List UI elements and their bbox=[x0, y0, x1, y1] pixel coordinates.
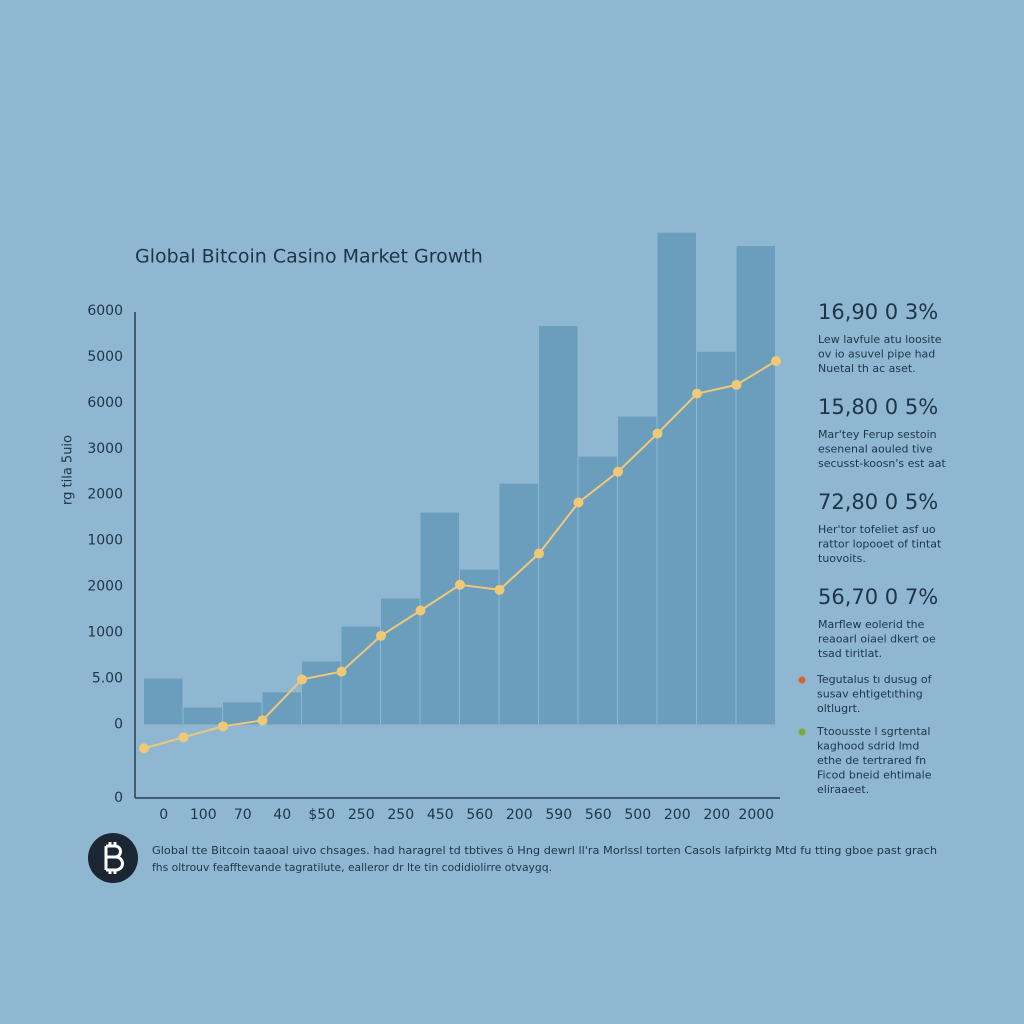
x-tick-label: 2000 bbox=[738, 807, 774, 823]
trend-point bbox=[731, 379, 742, 390]
x-tick-label: 40 bbox=[273, 807, 291, 823]
trend-point bbox=[534, 548, 544, 559]
trend-point bbox=[415, 605, 426, 616]
stat-text: Nuetal th ac aset. bbox=[818, 362, 916, 375]
trend-point bbox=[257, 715, 268, 726]
stat-value: 56,70 0 7% bbox=[818, 585, 938, 609]
stat-text: Her'tor tofeliet asf uo bbox=[818, 523, 936, 536]
note-text: Tegutalus tı dusug of bbox=[816, 673, 933, 686]
x-tick-label: $50 bbox=[308, 807, 335, 823]
trend-point bbox=[771, 355, 781, 366]
bar bbox=[499, 483, 538, 725]
bar bbox=[223, 702, 262, 725]
x-tick-label: 450 bbox=[427, 807, 454, 823]
stat-text: tsad tiritlat. bbox=[818, 647, 882, 660]
y-tick-label: 5000 bbox=[87, 349, 123, 365]
stat-text: reaoarl oiael dkert oe bbox=[818, 633, 936, 646]
y-tick-label: 1000 bbox=[87, 625, 123, 641]
trend-point bbox=[297, 674, 307, 685]
note-dot bbox=[798, 676, 806, 684]
bar bbox=[420, 512, 459, 725]
trend-point bbox=[455, 579, 465, 590]
note-text: Ficod bneid ehtimale bbox=[817, 769, 932, 782]
x-tick-label: 560 bbox=[466, 807, 493, 823]
x-tick-label: 250 bbox=[387, 807, 414, 823]
caption: Global tte Bitcoin taaoal uivo chsages. … bbox=[152, 845, 937, 857]
y-tick-label: 2000 bbox=[87, 487, 123, 503]
bar bbox=[183, 707, 222, 725]
stat-text: tuovoits. bbox=[818, 552, 866, 565]
trend-point bbox=[613, 466, 623, 477]
y-tick-label: 2000 bbox=[87, 579, 123, 595]
note-text: oltlugrt. bbox=[817, 702, 860, 715]
bar bbox=[460, 569, 499, 725]
trend-point bbox=[494, 584, 505, 595]
trend-point bbox=[218, 721, 228, 732]
trend-point bbox=[652, 428, 663, 439]
bar bbox=[144, 678, 183, 725]
x-tick-label: 560 bbox=[585, 807, 612, 823]
trend-point bbox=[139, 743, 149, 754]
trend-point bbox=[376, 630, 386, 641]
x-tick-label: 200 bbox=[703, 807, 730, 823]
note-dot bbox=[798, 728, 806, 736]
trend-point bbox=[573, 497, 584, 508]
x-tick-label: 100 bbox=[190, 807, 217, 823]
x-tick-label: 0 bbox=[159, 807, 168, 823]
bar bbox=[618, 416, 657, 725]
trend-point bbox=[178, 732, 189, 743]
trend-point bbox=[692, 388, 702, 399]
stat-text: Marflew eolerid the bbox=[818, 618, 925, 631]
y-axis-label: rg tila 5uio bbox=[61, 435, 76, 505]
bitcoin-glyph bbox=[104, 842, 124, 874]
bar bbox=[736, 246, 775, 725]
y-tick-label: 6000 bbox=[87, 303, 123, 319]
stat-text: secusst-koosn's est aat bbox=[818, 457, 946, 470]
x-tick-label: 250 bbox=[348, 807, 375, 823]
note-text: kaghood sdrid lmd bbox=[817, 740, 919, 753]
y-tick-label: 1000 bbox=[87, 533, 123, 549]
bar bbox=[302, 661, 341, 725]
y-tick-label: 0 bbox=[114, 716, 123, 732]
stat-value: 15,80 0 5% bbox=[818, 395, 938, 419]
stat-value: 16,90 0 3% bbox=[818, 300, 938, 324]
y-tick-label: 5.00 bbox=[92, 671, 123, 687]
note-text: ethe de tertrared fn bbox=[817, 754, 926, 767]
stat-value: 72,80 0 5% bbox=[818, 490, 938, 514]
note-text: Ttoousste l sgrtental bbox=[816, 725, 930, 738]
stat-text: Lew lavfule atu loosite bbox=[818, 333, 942, 346]
note-text: susav ehtigetıthing bbox=[817, 688, 923, 701]
y-tick-label: 0 bbox=[114, 790, 123, 806]
chart-title: Global Bitcoin Casino Market Growth bbox=[135, 246, 483, 268]
stat-text: esenenal aouled tive bbox=[818, 443, 933, 456]
x-tick-label: 200 bbox=[664, 807, 691, 823]
bar bbox=[381, 598, 420, 725]
x-tick-label: 70 bbox=[234, 807, 252, 823]
stat-text: ov io asuvel pipe had bbox=[818, 348, 935, 361]
x-tick-label: 200 bbox=[506, 807, 533, 823]
y-tick-label: 3000 bbox=[87, 441, 123, 457]
bar bbox=[262, 692, 301, 725]
bar bbox=[657, 232, 696, 725]
bar bbox=[697, 351, 736, 725]
note-text: eliraaeet. bbox=[817, 783, 869, 796]
caption: fhs oltrouv feafftevande tagratilute, ea… bbox=[152, 862, 552, 874]
bar bbox=[539, 326, 578, 725]
y-tick-label: 6000 bbox=[87, 395, 123, 411]
trend-point bbox=[336, 666, 347, 677]
x-tick-label: 500 bbox=[624, 807, 651, 823]
stat-text: Mar'tey Ferup sestoin bbox=[818, 428, 937, 441]
stat-text: rattor lopooet of tintat bbox=[818, 538, 942, 551]
x-tick-label: 590 bbox=[545, 807, 572, 823]
bar bbox=[578, 456, 617, 725]
